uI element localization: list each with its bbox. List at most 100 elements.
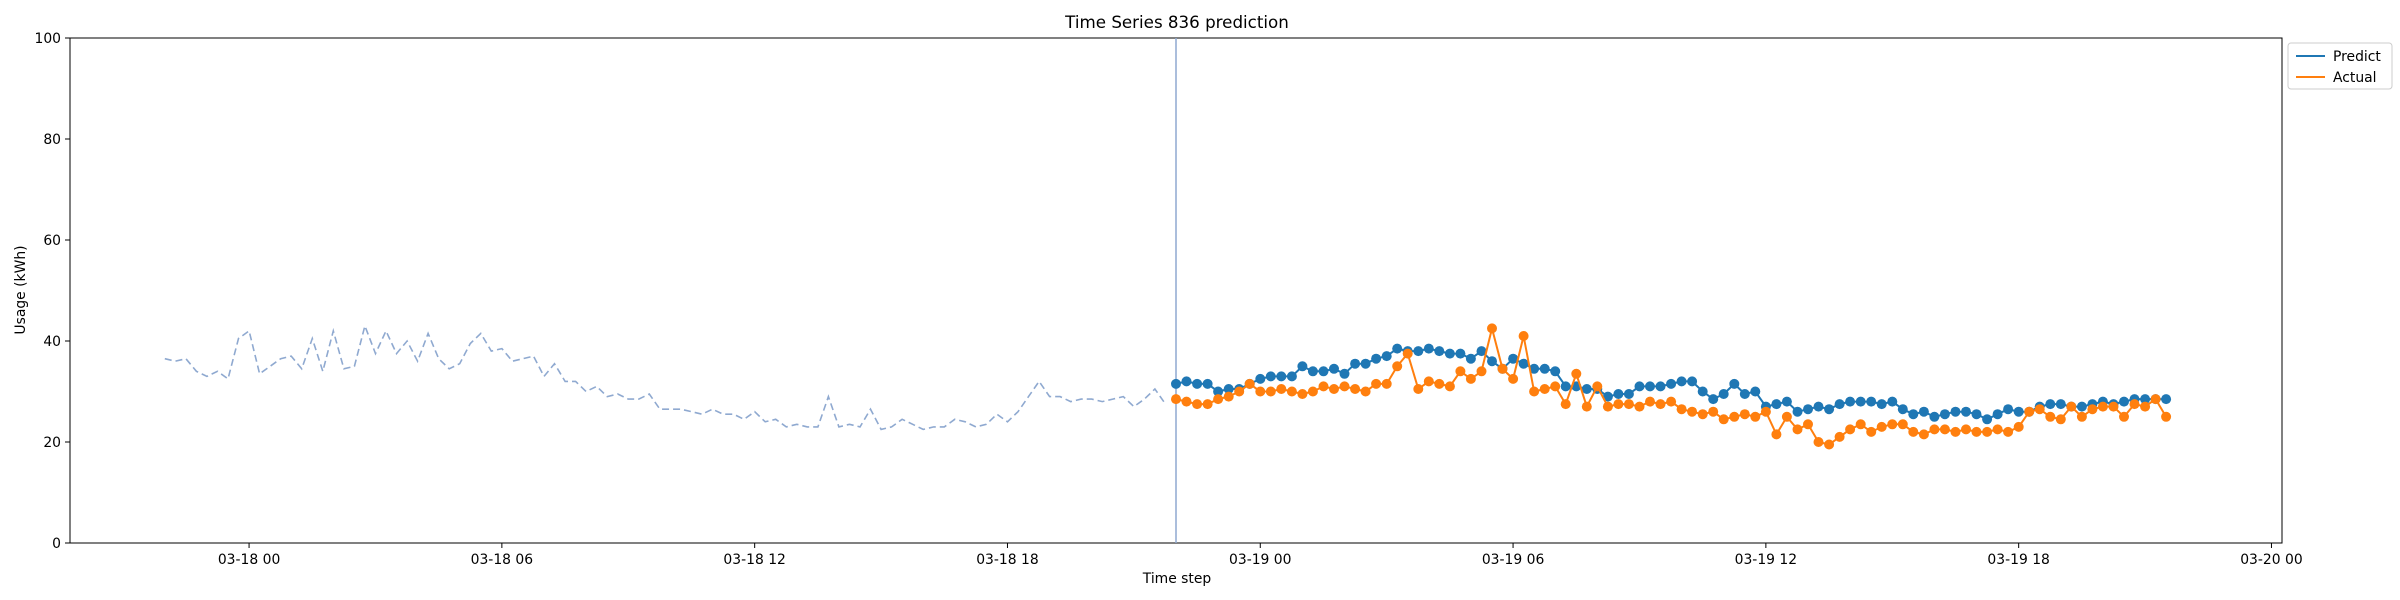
- predict-point: [1739, 389, 1750, 399]
- actual-point: [2045, 411, 2056, 422]
- predict-point: [2003, 404, 2014, 415]
- predict-point: [1265, 371, 1276, 382]
- predict-point: [1961, 406, 1971, 417]
- actual-point: [1329, 384, 1339, 394]
- actual-point: [1918, 429, 1929, 440]
- predict-point: [1329, 363, 1339, 374]
- predict-point: [1887, 396, 1898, 407]
- actual-point: [1181, 396, 1192, 407]
- x-tick-label: 03-20 00: [2240, 552, 2302, 568]
- predict-point: [2076, 401, 2087, 412]
- x-tick-label: 03-18 00: [218, 552, 280, 568]
- predict-point: [1813, 401, 1824, 412]
- x-tick-label: 03-18 12: [723, 552, 785, 568]
- predict-point: [1444, 348, 1455, 359]
- predict-point: [1487, 356, 1497, 367]
- actual-point: [1402, 348, 1413, 359]
- predict-point: [1171, 378, 1181, 389]
- predict-point: [1423, 343, 1434, 354]
- predict-point: [1307, 366, 1318, 377]
- actual-point: [1518, 331, 1529, 341]
- actual-point: [1676, 404, 1687, 415]
- actual-point: [2003, 426, 2014, 437]
- predict-point: [1771, 399, 1782, 410]
- actual-point: [1792, 424, 1803, 435]
- actual-point: [1813, 437, 1824, 447]
- predict-point: [2045, 399, 2056, 410]
- predict-point: [1350, 358, 1361, 369]
- predict-point: [1434, 346, 1445, 357]
- actual-point: [1876, 421, 1887, 432]
- actual-point: [1887, 419, 1898, 430]
- predict-point: [1750, 386, 1761, 397]
- actual-point: [1455, 366, 1466, 377]
- actual-point: [1971, 426, 1982, 437]
- x-tick-label: 03-19 00: [1229, 552, 1291, 568]
- predict-point: [1413, 346, 1424, 357]
- actual-point: [2140, 401, 2151, 412]
- predict-point: [1666, 378, 1677, 389]
- predict-point: [1318, 366, 1329, 377]
- actual-point: [2034, 404, 2045, 415]
- actual-point: [1824, 439, 1835, 450]
- actual-point: [1539, 384, 1550, 394]
- actual-point: [1592, 381, 1603, 392]
- predict-point: [1676, 376, 1687, 387]
- predict-point: [1866, 396, 1877, 407]
- x-tick-label: 03-19 12: [1735, 552, 1797, 568]
- y-tick-label: 100: [34, 31, 61, 47]
- actual-point: [1634, 401, 1645, 412]
- predict-point: [1613, 389, 1624, 399]
- actual-point: [1697, 409, 1708, 420]
- actual-point: [1529, 386, 1540, 397]
- actual-point: [1781, 411, 1792, 422]
- predict-point: [1908, 409, 1919, 420]
- actual-point: [1655, 399, 1666, 410]
- predict-point: [1708, 394, 1719, 405]
- actual-point: [1307, 386, 1318, 397]
- predict-point: [1855, 396, 1866, 407]
- actual-point: [1803, 419, 1813, 430]
- predict-point: [1529, 363, 1540, 374]
- predict-point: [1992, 409, 2003, 420]
- predict-point: [1939, 409, 1950, 420]
- x-tick-label: 03-19 06: [1482, 552, 1544, 568]
- x-tick-label: 03-18 06: [471, 552, 533, 568]
- actual-point: [1771, 429, 1782, 440]
- actual-point: [1571, 368, 1582, 379]
- predict-point: [1845, 396, 1856, 407]
- predict-point: [1602, 391, 1613, 402]
- predict-point: [1518, 358, 1529, 369]
- legend-predict-label: Predict: [2333, 49, 2381, 65]
- predict-point: [2013, 406, 2024, 417]
- actual-point: [1897, 419, 1908, 430]
- actual-point: [1687, 406, 1698, 417]
- actual-point: [2013, 421, 2024, 432]
- actual-point: [1602, 401, 1613, 412]
- actual-point: [1834, 431, 1845, 442]
- actual-point: [1982, 426, 1993, 437]
- actual-point: [1508, 373, 1519, 384]
- predict-point: [1876, 399, 1887, 410]
- predict-point: [1718, 389, 1729, 399]
- actual-point: [1223, 391, 1234, 402]
- predict-point: [2140, 394, 2151, 405]
- predict-point: [1550, 366, 1561, 377]
- actual-point: [1234, 386, 1245, 397]
- predict-point: [1476, 346, 1487, 357]
- y-tick-label: 0: [52, 536, 61, 552]
- actual-point: [1708, 406, 1719, 417]
- predict-point: [1918, 406, 1929, 417]
- actual-point: [1202, 399, 1213, 410]
- actual-point: [1866, 426, 1877, 437]
- predict-point: [1202, 378, 1213, 389]
- actual-point: [1276, 384, 1287, 394]
- actual-point: [1613, 399, 1624, 410]
- predict-point: [1286, 371, 1297, 382]
- predict-point: [1360, 358, 1371, 369]
- actual-point: [1739, 409, 1750, 420]
- actual-point: [1908, 426, 1919, 437]
- y-tick-label: 80: [43, 132, 61, 148]
- predict-point: [1971, 409, 1982, 420]
